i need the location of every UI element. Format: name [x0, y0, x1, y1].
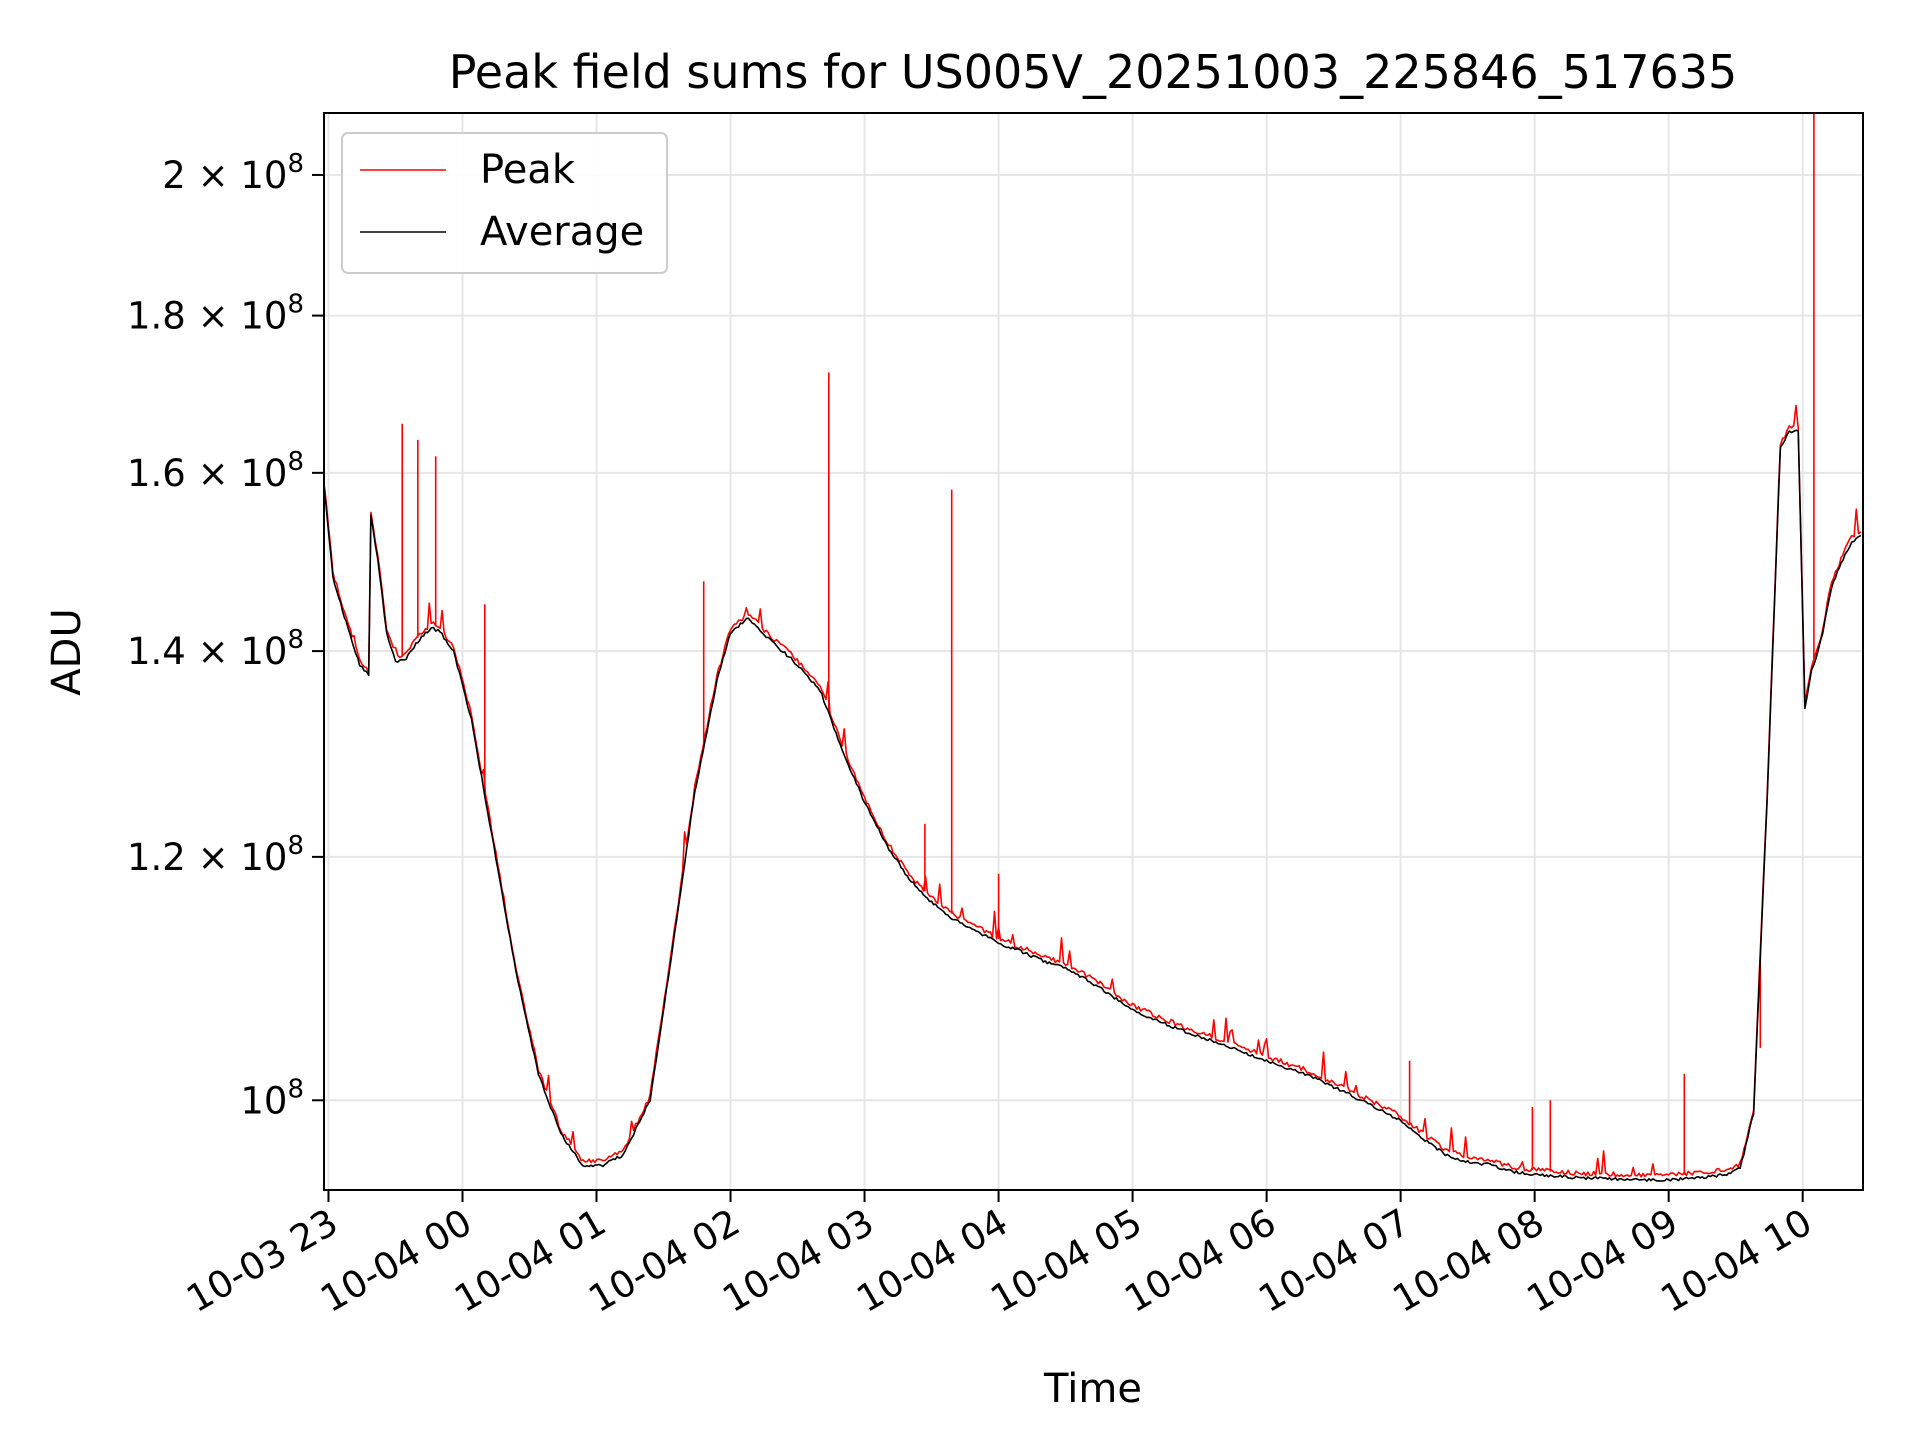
y-tick-label: 2 × 108	[162, 149, 304, 197]
y-tick-mantissa: 1.4 × 10	[127, 630, 287, 673]
y-tick-exponent: 8	[287, 149, 304, 179]
y-tick-mantissa: 1.8 × 10	[127, 295, 287, 338]
y-tick-exponent: 8	[287, 1074, 304, 1104]
y-tick-mantissa: 2 × 10	[162, 154, 287, 197]
y-tick-label: 1.2 × 108	[127, 831, 304, 879]
legend-label-average: Average	[480, 209, 644, 255]
y-tick-label: 108	[240, 1074, 304, 1122]
y-tick-label: 1.6 × 108	[127, 447, 304, 495]
legend: Peak Average	[341, 132, 668, 274]
chart-title: Peak field sums for US005V_20251003_2258…	[449, 45, 1738, 99]
y-tick-exponent: 8	[287, 831, 304, 861]
series-peak-line	[323, 113, 1862, 1178]
y-tick-mantissa: 1.6 × 10	[127, 452, 287, 495]
y-axis-label: ADU	[44, 608, 90, 695]
y-tick-mantissa: 10	[240, 1079, 287, 1122]
y-tick-exponent: 8	[287, 447, 304, 477]
y-tick-exponent: 8	[287, 625, 304, 655]
legend-box	[341, 132, 668, 274]
y-tick-label: 1.4 × 108	[127, 625, 304, 673]
series-average-line	[323, 429, 1862, 1182]
y-tick-label: 1.8 × 108	[127, 290, 304, 338]
x-axis-label: Time	[1043, 1366, 1142, 1412]
y-tick-exponent: 8	[287, 290, 304, 320]
y-tick-mantissa: 1.2 × 10	[127, 836, 287, 879]
legend-label-peak: Peak	[480, 147, 576, 193]
series-layer	[323, 113, 1862, 1182]
grid	[324, 113, 1863, 1190]
